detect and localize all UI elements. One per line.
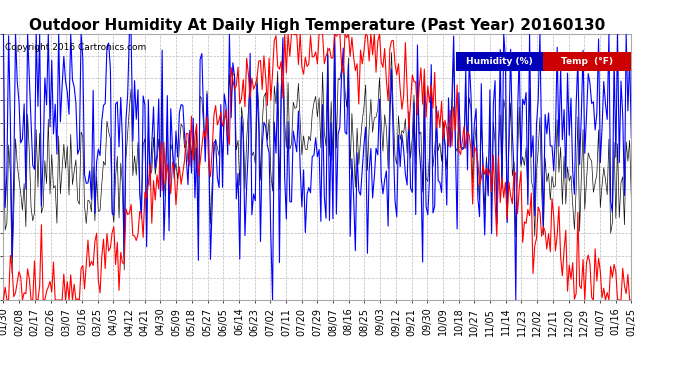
Text: Humidity (%): Humidity (%) (466, 57, 533, 66)
Text: Copyright 2016 Cartronics.com: Copyright 2016 Cartronics.com (5, 43, 146, 52)
Title: Outdoor Humidity At Daily High Temperature (Past Year) 20160130: Outdoor Humidity At Daily High Temperatu… (29, 18, 606, 33)
FancyBboxPatch shape (455, 53, 544, 71)
FancyBboxPatch shape (544, 53, 631, 71)
Text: Temp  (°F): Temp (°F) (562, 57, 613, 66)
